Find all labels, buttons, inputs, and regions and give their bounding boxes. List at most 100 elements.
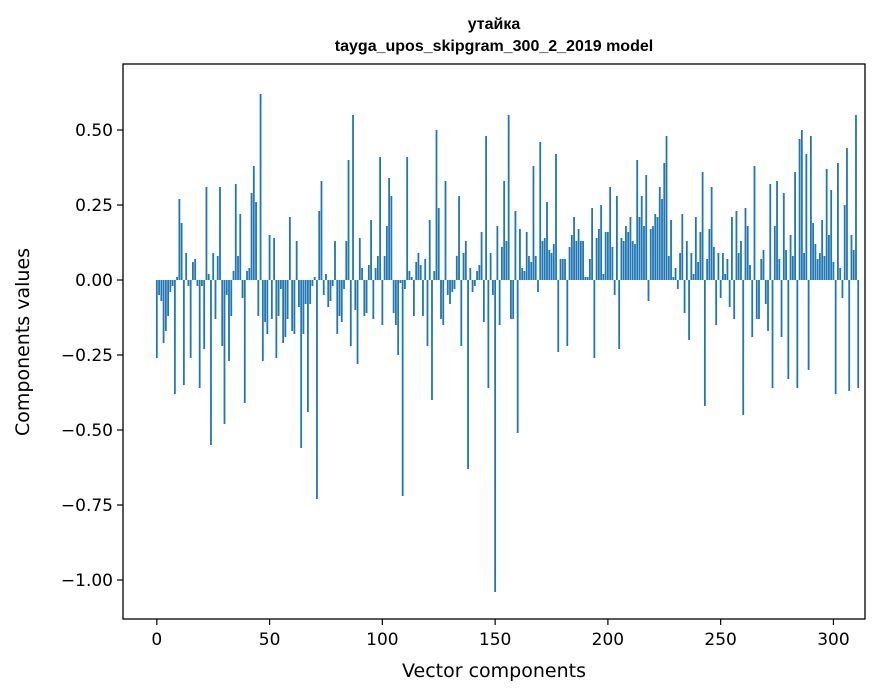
bar-168	[534, 256, 537, 280]
bar-106	[394, 280, 397, 325]
bar-210	[629, 217, 632, 280]
bar-125	[437, 208, 440, 280]
bar-39	[243, 280, 246, 403]
bar-12	[182, 280, 185, 385]
bar-3	[162, 280, 165, 343]
bar-300	[832, 262, 835, 280]
y-tick-label: −0.75	[61, 496, 113, 516]
bar-242	[701, 172, 704, 280]
bar-163	[523, 271, 526, 280]
bar-289	[807, 280, 810, 370]
bar-161	[519, 229, 521, 280]
bar-19	[198, 280, 201, 388]
chart-title: утайка	[468, 16, 521, 33]
bar-166	[530, 262, 533, 280]
bar-284	[796, 280, 799, 388]
bar-97	[374, 268, 377, 280]
bar-59	[288, 217, 291, 280]
x-tick-label: 200	[592, 630, 624, 650]
bar-307	[848, 280, 851, 391]
bar-71	[316, 280, 318, 499]
bar-144	[480, 232, 483, 280]
bar-202	[611, 247, 614, 280]
bar-148	[489, 253, 492, 280]
bar-22	[205, 187, 208, 280]
bar-183	[568, 247, 571, 280]
bar-53	[275, 280, 278, 358]
bar-162	[521, 268, 524, 280]
y-axis-label: Components values	[12, 248, 34, 436]
x-tick-label: 150	[479, 630, 511, 650]
bar-47	[261, 280, 264, 361]
bar-96	[372, 280, 375, 319]
bar-269	[762, 250, 765, 280]
bar-233	[681, 214, 684, 280]
bar-137	[464, 241, 467, 280]
bar-78	[331, 280, 334, 286]
bar-293	[816, 259, 819, 280]
bar-290	[809, 136, 812, 280]
bar-80	[336, 280, 339, 334]
bar-198	[602, 274, 605, 280]
bar-0	[155, 280, 158, 358]
bar-8	[173, 280, 176, 394]
bar-171	[541, 241, 544, 280]
x-tick-label: 300	[817, 630, 849, 650]
bar-229	[672, 277, 675, 280]
bar-262	[746, 226, 749, 280]
bar-1	[158, 280, 160, 295]
bar-182	[566, 280, 569, 346]
bar-49	[266, 280, 269, 334]
bar-16	[192, 262, 194, 280]
bar-35	[234, 184, 237, 280]
bar-273	[771, 280, 774, 388]
bar-208	[625, 226, 627, 280]
bar-17	[194, 259, 197, 280]
bar-260	[742, 280, 745, 415]
bar-109	[401, 280, 404, 496]
bar-164	[525, 232, 528, 280]
bar-72	[318, 211, 321, 280]
bar-31	[225, 280, 228, 295]
bar-122	[431, 280, 433, 400]
bar-180	[561, 259, 564, 280]
plot-frame	[122, 63, 866, 620]
bar-292	[814, 244, 817, 280]
bar-7	[171, 280, 174, 286]
bar-24	[210, 280, 212, 445]
bar-46	[259, 94, 262, 280]
bar-185	[573, 217, 575, 280]
y-tick-label: 0.00	[75, 271, 113, 291]
bar-203	[613, 280, 616, 295]
bar-20	[201, 280, 203, 286]
bar-220	[652, 226, 654, 280]
bar-255	[731, 217, 733, 280]
bar-275	[776, 181, 778, 280]
bar-283	[794, 172, 796, 280]
bar-264	[751, 280, 754, 337]
bar-251	[722, 253, 724, 280]
bar-227	[667, 256, 670, 280]
y-axis: −1.00 −0.75 −0.50 −0.25 0.00 0.25 0.50	[61, 121, 123, 591]
bar-236	[688, 280, 690, 340]
bar-303	[839, 268, 842, 280]
bar-256	[733, 280, 736, 319]
bar-152	[498, 280, 501, 325]
bar-248	[715, 280, 718, 325]
x-tick-label: 50	[259, 630, 281, 650]
bar-102	[385, 226, 388, 280]
bar-158	[512, 280, 515, 319]
bar-134	[458, 196, 460, 280]
bar-62	[295, 241, 298, 280]
bar-150	[494, 280, 497, 592]
bar-241	[699, 232, 702, 280]
bar-234	[683, 280, 686, 313]
bar-142	[476, 271, 478, 280]
bar-225	[663, 163, 666, 280]
bar-193	[591, 208, 593, 280]
bar-165	[528, 256, 530, 280]
bar-4	[164, 280, 167, 331]
bar-295	[821, 220, 824, 280]
bar-231	[676, 280, 679, 289]
bar-41	[248, 268, 251, 280]
